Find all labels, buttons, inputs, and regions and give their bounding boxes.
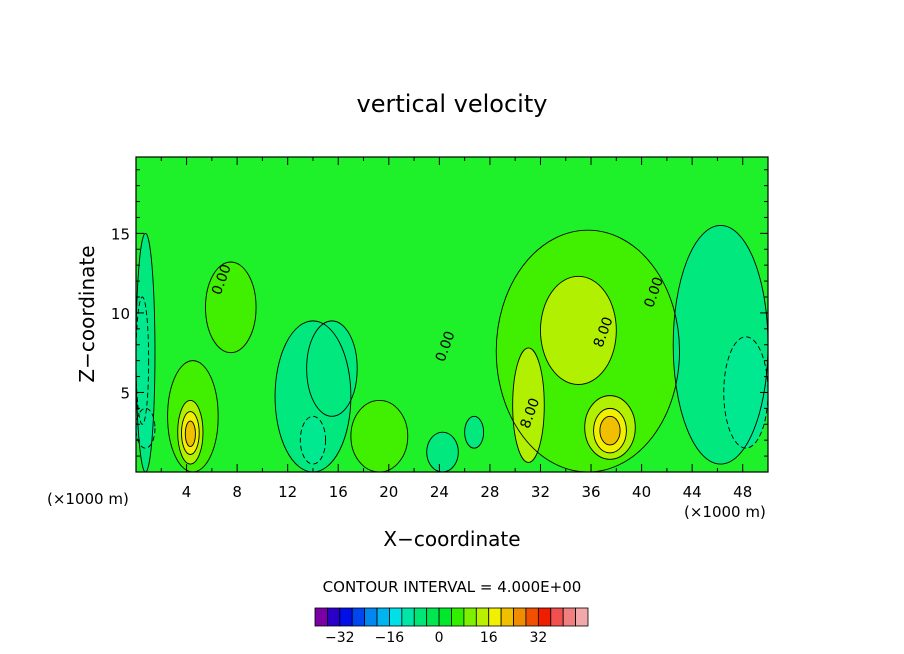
x-tick-label: 40: [632, 483, 651, 501]
contour-line: [464, 415, 485, 449]
colorbar-swatch: [339, 607, 353, 627]
contour-line: [135, 407, 156, 449]
chart-title: vertical velocity: [357, 90, 548, 118]
x-tick-label: 48: [733, 483, 752, 501]
x-tick-label: 12: [278, 483, 297, 501]
contour-line: [177, 399, 204, 465]
colorbar-swatch: [364, 607, 378, 627]
colorbar-swatch: [575, 607, 589, 627]
plot-frame: [135, 156, 769, 473]
contour-line: [593, 407, 627, 454]
colorbar-tick-label: 0: [435, 630, 444, 646]
x-tick-label: 8: [232, 483, 242, 501]
colorbar-swatch: [475, 607, 490, 627]
contour-line: [599, 415, 621, 446]
contour-region: [426, 432, 459, 473]
colorbar-tick-label: 16: [480, 630, 498, 646]
colorbar-tick-label: 32: [529, 630, 547, 646]
contour-line: [306, 320, 358, 417]
colorbar-swatch: [438, 607, 452, 627]
colorbar-swatch: [488, 607, 502, 627]
colorbar-swatch: [550, 607, 564, 627]
y-tick-label: 15: [111, 225, 130, 243]
y-tick-label: 5: [120, 384, 130, 402]
colorbar-swatch: [463, 607, 477, 627]
x-tick-label: 36: [581, 483, 600, 501]
x-tick-label: 44: [683, 483, 702, 501]
colorbar-swatch: [537, 607, 552, 627]
contour-line: [540, 275, 617, 385]
colorbar-swatch: [451, 607, 465, 627]
contour-region: [599, 416, 621, 445]
contour-region: [136, 408, 155, 449]
x-tick-label: 28: [480, 483, 499, 501]
contour-line: [184, 420, 196, 447]
x-axis-label: X−coordinate: [383, 527, 520, 551]
colorbar-swatch: [351, 607, 366, 627]
colorbar-swatch: [327, 607, 341, 627]
x-tick-label: 20: [379, 483, 398, 501]
colorbar-swatch: [426, 607, 440, 627]
y-axis-label: Z−coordinate: [75, 245, 99, 382]
x-tick-label: 16: [329, 483, 348, 501]
colorbar-swatch: [500, 607, 514, 627]
contour-line: [205, 261, 257, 354]
contour-region: [464, 416, 484, 449]
colorbar-swatch: [376, 607, 390, 627]
contour-line: [181, 411, 200, 455]
colorbar-swatch: [413, 607, 428, 627]
x-unit-right: (×1000 m): [684, 503, 766, 521]
x-unit-left: (×1000 m): [47, 490, 129, 508]
contour-interval-text: CONTOUR INTERVAL = 4.000E+00: [323, 578, 582, 596]
contour-line: [299, 415, 327, 465]
contour-region: [540, 276, 617, 385]
y-tick-label: 10: [111, 305, 130, 323]
colorbar-tick-label: −32: [325, 630, 355, 646]
colorbar-swatch: [513, 607, 527, 627]
contour-region: [306, 320, 358, 417]
colorbar: [314, 607, 589, 627]
colorbar-swatch: [562, 607, 576, 627]
x-tick-label: 32: [531, 483, 550, 501]
contour-region: [185, 421, 196, 447]
x-tick-label: 24: [430, 483, 449, 501]
colorbar-labels: −32 −16 0 16 32: [325, 630, 547, 646]
plot-area: 0.000.008.008.000.00 4 8 12 16 20 24 28 32 36 40 4…: [111, 156, 769, 501]
colorbar-tick-label: −16: [375, 630, 405, 646]
contour-line: [584, 395, 636, 460]
x-tick-label: 4: [182, 483, 192, 501]
colorbar-swatch: [314, 607, 328, 627]
contour-region: [300, 416, 326, 465]
contour-line: [512, 347, 545, 463]
colorbar-swatch: [389, 607, 403, 627]
contour-region: [205, 262, 257, 353]
colorbar-swatch: [401, 607, 415, 627]
contour-region: [350, 400, 408, 473]
colorbar-swatch: [525, 607, 539, 627]
